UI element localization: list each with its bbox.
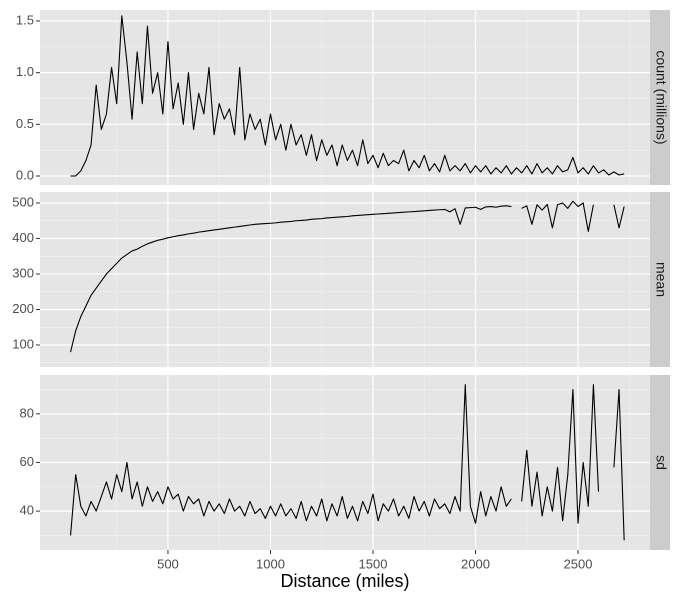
facet-strip [650,192,670,367]
data-line [70,200,625,353]
y-tick-label: 1.0 [16,64,34,79]
panel-background [40,192,650,367]
y-tick-label: 0.0 [16,167,34,182]
x-tick-label: 1500 [359,556,388,571]
facet-strip-label: mean [653,262,669,297]
x-axis-title: Distance (miles) [280,571,409,591]
facet-strip-label: sd [653,455,669,470]
data-line [70,384,625,541]
x-tick-label: 2000 [461,556,490,571]
y-tick-label: 40 [20,503,34,518]
y-tick-label: 400 [12,230,34,245]
data-line [70,15,625,177]
y-tick-label: 1.5 [16,12,34,27]
y-tick-label: 300 [12,265,34,280]
y-tick-label: 500 [12,194,34,209]
x-tick-label: 500 [157,556,179,571]
facet-strip [650,10,670,185]
x-tick-label: 2500 [564,556,593,571]
x-tick-label: 1000 [256,556,285,571]
y-tick-label: 100 [12,336,34,351]
facet-strip [650,375,670,550]
y-tick-label: 60 [20,454,34,469]
y-tick-label: 200 [12,301,34,316]
y-tick-label: 80 [20,405,34,420]
facet-strip-label: count (millions) [653,50,669,144]
y-tick-label: 0.5 [16,116,34,131]
panel-background [40,10,650,185]
